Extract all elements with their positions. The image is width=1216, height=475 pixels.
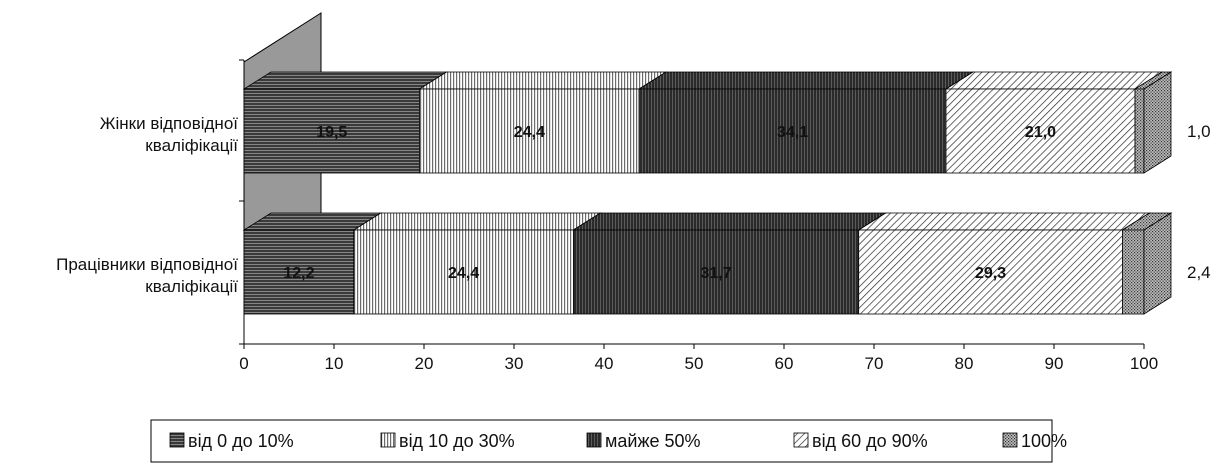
legend-label: від 0 до 10% [188,431,294,451]
x-tick-label: 100 [1130,354,1158,373]
bar-segment-top [352,212,602,231]
bar-segment-top [242,71,448,90]
category-label: Жінки відповідної кваліфікації [100,114,238,155]
bar-segment [419,88,640,174]
x-tick-label: 70 [865,354,884,373]
legend-swatch [380,432,396,448]
x-tick-label: 20 [415,354,434,373]
legend-swatch [1002,432,1018,448]
x-tick-label: 30 [505,354,524,373]
chart-plot-area: 0 10 20 30 40 50 60 70 80 90 100 19,5 24,4 34,1 21,0 1,… [56,12,1211,463]
x-tick-label: 10 [325,354,344,373]
x-tick-label: 80 [955,354,974,373]
bar-segment [945,88,1136,174]
bar-segment-top [418,71,668,90]
bar-end-face [1143,212,1172,315]
data-label: 1,0 [1187,122,1211,141]
data-label: 19,5 [316,124,347,141]
legend-swatch [793,432,809,448]
bar-segment-top [944,71,1164,90]
legend-box [150,419,1053,463]
data-label: 2,4 [1187,263,1211,282]
legend-swatch [169,432,185,448]
bar-segment [573,229,860,315]
bar-segment [858,229,1123,315]
x-tick-label: 90 [1045,354,1064,373]
data-label: 21,0 [1025,124,1056,141]
bar-segment-top [857,212,1151,231]
legend-label: 100% [1021,431,1067,451]
x-tick-label: 0 [239,354,248,373]
bar-segment-top [572,212,888,231]
legend-label: від 10 до 30% [399,431,515,451]
data-label: 29,3 [975,265,1006,282]
x-tick-label: 50 [685,354,704,373]
legend-label: від 60 до 90% [812,431,928,451]
bar-segment [243,88,420,174]
data-label: 34,1 [777,124,808,141]
data-label: 31,7 [700,265,731,282]
legend-label: майже 50% [605,431,701,451]
data-label: 24,4 [514,124,545,141]
data-label: 12,2 [283,265,314,282]
bar-segment-top [637,71,975,90]
bar-segment [638,88,947,174]
x-tick-label: 40 [595,354,614,373]
data-label: 24,4 [448,265,479,282]
bar-end-face [1143,71,1172,174]
bar-segment [1134,88,1145,174]
x-tick-label: 60 [775,354,794,373]
category-label: Працівники відповідної кваліфікації [56,255,238,296]
bar-segment [353,229,574,315]
bar-segment [243,229,355,315]
bar-segment [1122,229,1145,315]
legend-swatch [586,432,602,448]
